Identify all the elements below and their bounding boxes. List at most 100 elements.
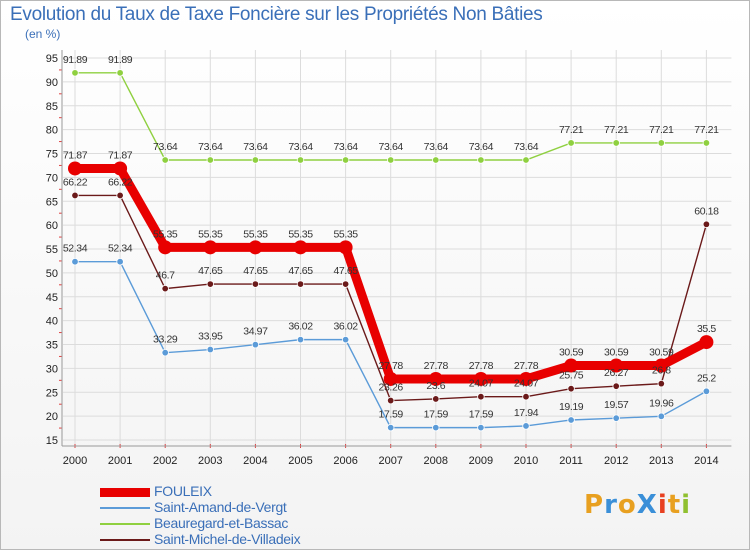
data-point [522, 392, 530, 401]
data-label: 73.64 [198, 141, 223, 153]
legend-label: Saint-Amand-de-Vergt [154, 499, 287, 515]
data-point [293, 240, 308, 255]
data-label: 52.34 [63, 243, 88, 255]
legend-label: FOULEIX [154, 483, 212, 499]
x-tick-label: 2007 [378, 455, 402, 467]
y-tick-label: 90 [46, 77, 58, 89]
y-tick-label: 75 [46, 149, 58, 161]
data-label-layer: 71.87 71.87 55.35 55.35 55.35 55.35 55.35 27.78… [63, 54, 720, 421]
data-label: 27.78 [469, 360, 494, 372]
data-label: 66.22 [108, 176, 133, 188]
data-label: 23.26 [379, 382, 404, 394]
data-point [699, 335, 714, 350]
data-point [522, 422, 530, 430]
grid-layer [63, 50, 732, 446]
data-point [68, 161, 82, 176]
y-tick-label: 70 [46, 172, 58, 184]
data-point [702, 139, 711, 147]
data-label: 27.78 [514, 360, 539, 372]
y-tick-label: 25 [46, 387, 58, 399]
data-label: 91.89 [108, 54, 133, 66]
data-point [387, 156, 395, 164]
data-point [564, 358, 579, 373]
data-point [432, 156, 440, 164]
logo-letter: i [681, 490, 692, 520]
data-label: 73.64 [469, 141, 494, 153]
line-chart: 15 20 25 30 35 40 45 50 55 60 65 70 75 80 85 90 95 2000 20… [46, 50, 732, 467]
data-label: 55.35 [333, 228, 358, 240]
data-label: 27.78 [379, 360, 404, 372]
data-label: 17.59 [424, 409, 449, 421]
data-label: 17.59 [469, 409, 494, 421]
x-tick-label: 2004 [243, 455, 267, 467]
data-point [206, 156, 214, 164]
data-label: 24.07 [469, 378, 494, 390]
data-label: 17.94 [514, 407, 539, 419]
legend-swatch [100, 507, 150, 509]
data-point [477, 156, 485, 164]
data-point [428, 371, 443, 386]
data-point [206, 280, 214, 288]
data-label: 73.64 [424, 141, 449, 153]
data-label: 36.02 [333, 321, 358, 333]
data-label: 73.64 [243, 141, 268, 153]
y-tick-label: 50 [46, 268, 58, 280]
data-point [161, 284, 169, 293]
data-point [71, 258, 79, 266]
data-point [116, 258, 124, 266]
x-tick-label: 2012 [604, 455, 628, 467]
data-label: 35.5 [697, 323, 716, 335]
legend-swatch [100, 539, 150, 541]
x-tick-label: 2010 [514, 455, 538, 467]
data-point [161, 348, 169, 357]
data-label: 71.87 [108, 149, 133, 161]
data-point [296, 156, 305, 164]
y-tick-label: 40 [46, 316, 58, 328]
y-axis-unit: (en %) [25, 27, 61, 41]
legend-swatch [100, 487, 150, 497]
x-tick-label: 2014 [694, 455, 718, 467]
y-tick-label: 15 [46, 435, 58, 447]
data-label: 25.75 [559, 370, 584, 382]
data-label: 73.64 [333, 141, 358, 153]
x-tick-label: 2009 [469, 455, 493, 467]
logo-letter: r [604, 490, 618, 520]
data-label: 73.64 [153, 141, 178, 153]
data-point [341, 280, 350, 288]
data-label: 30.59 [604, 347, 629, 359]
data-point [612, 139, 620, 147]
y-tick-label: 80 [46, 125, 58, 137]
data-point [251, 156, 260, 164]
data-label: 26.27 [604, 367, 629, 379]
data-point [338, 240, 353, 255]
y-tick-label: 35 [46, 340, 58, 352]
logo-letter: P [584, 490, 605, 520]
data-point [477, 423, 485, 432]
y-tick-label: 85 [46, 101, 58, 113]
data-label: 33.29 [153, 334, 178, 346]
data-point [116, 69, 124, 77]
data-point [251, 280, 260, 288]
series-layer [68, 69, 714, 432]
data-label: 71.87 [63, 149, 88, 161]
data-label: 30.59 [649, 347, 674, 359]
data-point [296, 280, 305, 288]
logo-letter: o [617, 490, 637, 520]
logo-letter: i [657, 490, 668, 520]
legend-label: Beauregard-et-Bassac [154, 515, 289, 531]
data-label: 66.22 [63, 176, 88, 188]
data-label: 47.65 [198, 265, 223, 277]
data-point [567, 416, 575, 424]
data-label: 55.35 [288, 228, 313, 240]
data-label: 52.34 [108, 243, 133, 255]
data-point [609, 358, 624, 373]
data-point [657, 139, 665, 147]
data-label: 47.65 [333, 265, 358, 277]
data-point [341, 156, 350, 164]
data-label: 77.21 [694, 124, 719, 136]
y-tick-label: 60 [46, 220, 58, 232]
y-tick-label: 55 [46, 244, 58, 256]
data-label: 55.35 [243, 228, 268, 240]
data-point [296, 335, 305, 344]
